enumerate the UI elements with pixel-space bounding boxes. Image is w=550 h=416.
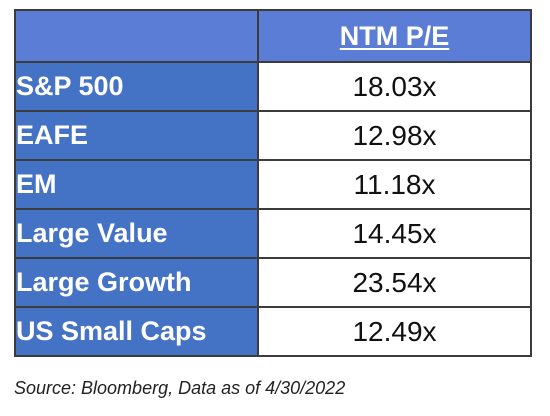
table-row: Large Growth 23.54x — [14, 257, 532, 308]
row-value: 14.45x — [257, 208, 532, 259]
row-label: EM — [14, 159, 259, 210]
pe-table: NTM P/E S&P 500 18.03x EAFE 12.98x EM 11… — [14, 9, 532, 357]
table-row: EAFE 12.98x — [14, 110, 532, 161]
table-row: S&P 500 18.03x — [14, 61, 532, 112]
column-header-ntm-pe: NTM P/E — [257, 9, 532, 63]
row-label: EAFE — [14, 110, 259, 161]
header-corner-cell — [14, 9, 259, 63]
table-row: US Small Caps 12.49x — [14, 306, 532, 357]
row-value: 12.49x — [257, 306, 532, 357]
source-note: Source: Bloomberg, Data as of 4/30/2022 — [14, 378, 346, 398]
row-label: US Small Caps — [14, 306, 259, 357]
header-row: NTM P/E — [14, 9, 532, 63]
row-value: 23.54x — [257, 257, 532, 308]
row-label: Large Growth — [14, 257, 259, 308]
column-header-label: NTM P/E — [339, 20, 450, 51]
row-value: 12.98x — [257, 110, 532, 161]
row-label: Large Value — [14, 208, 259, 259]
row-label: S&P 500 — [14, 61, 259, 112]
row-value: 18.03x — [257, 61, 532, 112]
row-value: 11.18x — [257, 159, 532, 210]
table-row: Large Value 14.45x — [14, 208, 532, 259]
table-row: EM 11.18x — [14, 159, 532, 210]
